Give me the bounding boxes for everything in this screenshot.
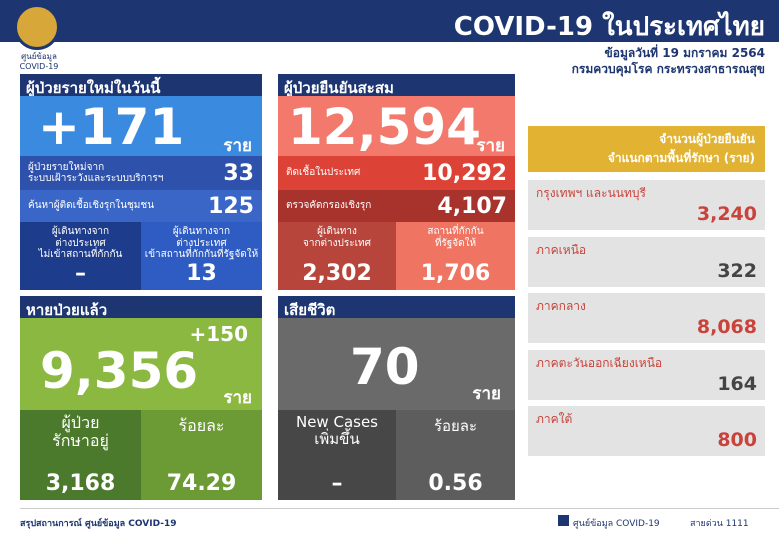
- region-label: ภาคกลาง: [536, 299, 586, 313]
- total-box: +171 ราย: [20, 96, 262, 156]
- value: 33: [223, 160, 254, 186]
- region-value: 800: [717, 429, 757, 451]
- value: –: [331, 471, 343, 496]
- label: New Cases: [295, 413, 378, 431]
- label: เข้าสถานที่กักกันที่รัฐจัดให้: [144, 249, 259, 260]
- label: ผู้เดินทางจาก: [172, 226, 231, 237]
- footer-text: สรุปสถานการณ์ ศูนย์ข้อมูล COVID-19: [20, 519, 177, 529]
- heading-line: จำนวนผู้ป่วยยืนยัน: [659, 132, 755, 146]
- label: เพิ่มขึ้น: [314, 429, 360, 448]
- unit: ราย: [476, 136, 505, 156]
- value: 4,107: [437, 193, 507, 219]
- cell: ผู้เดินทางจาก ต่างประเทศ ไม่เข้าสถานที่กัก…: [20, 222, 141, 290]
- total: 12,594: [288, 98, 481, 156]
- unit: ราย: [223, 136, 252, 156]
- region: ภาคตะวันออกเฉียงเหนือ 164: [528, 349, 765, 400]
- cell: ผู้เดินทางจาก ต่างประเทศ เข้าสถานที่กักกัน…: [141, 222, 262, 290]
- region-label: ภาคตะวันออกเฉียงเหนือ: [536, 355, 663, 370]
- label: ไม่เข้าสถานที่กักกัน: [38, 249, 123, 260]
- value: 2,302: [302, 261, 372, 286]
- value: –: [75, 261, 86, 286]
- logo-text: ศูนย์ข้อมูล COVID-19: [8, 52, 70, 71]
- row: ติดเชื้อในประเทศ 10,292: [278, 156, 515, 190]
- label: ผู้เดินทางจาก: [51, 226, 110, 237]
- label: ผู้เดินทาง: [317, 226, 357, 237]
- logo: [14, 4, 60, 50]
- value: 10,292: [422, 160, 507, 186]
- total: +171: [38, 98, 185, 156]
- heading-line: จำแนกตามพื้นที่รักษา (ราย): [607, 151, 755, 165]
- value: 13: [186, 261, 217, 286]
- label: ตรวจคัดกรองเชิงรุก: [286, 200, 372, 212]
- row: ผู้ป่วยรายใหม่จาก ระบบเฝ้าระวังและระบบบริ…: [20, 156, 262, 190]
- source: กรมควบคุมโรค กระทรวงสาธารณสุข: [571, 62, 765, 76]
- logo-line: COVID-19: [19, 61, 59, 71]
- label: ที่รัฐจัดให้: [434, 237, 477, 249]
- region: ภาคกลาง 8,068: [528, 293, 765, 343]
- label: ติดเชื้อในประเทศ: [286, 167, 361, 179]
- divider: [20, 508, 779, 509]
- hotline: สายด่วน 1111: [690, 519, 749, 529]
- label: จากต่างประเทศ: [303, 237, 371, 249]
- row: ตรวจคัดกรองเชิงรุก 4,107: [278, 190, 515, 222]
- value: 3,168: [45, 471, 116, 496]
- region: ภาคเหนือ 322: [528, 236, 765, 287]
- region-value: 8,068: [696, 316, 757, 338]
- row: ค้นหาผู้ติดเชื้อเชิงรุกในชุมชน 125: [20, 190, 262, 222]
- value: 74.29: [166, 471, 237, 496]
- label: ร้อยละ: [433, 417, 478, 435]
- header-band: [0, 0, 779, 42]
- total-box: 70 ราย: [278, 318, 515, 410]
- cell: New Cases เพิ่มขึ้น –: [278, 410, 396, 500]
- unit: ราย: [472, 384, 501, 404]
- value: 125: [208, 193, 254, 219]
- label: รักษาอยู่: [52, 430, 109, 450]
- total: 70: [350, 338, 420, 396]
- cell: ร้อยละ 0.56: [396, 410, 515, 500]
- label: ผู้ป่วย: [61, 413, 100, 432]
- value: 0.56: [428, 471, 483, 496]
- cell: ผู้ป่วย รักษาอยู่ 3,168: [20, 410, 141, 500]
- facebook-text: ศูนย์ข้อมูล COVID-19: [573, 519, 660, 529]
- total: 9,356: [40, 342, 199, 400]
- region-value: 322: [717, 259, 757, 282]
- facebook-icon: [558, 515, 569, 526]
- label: ร้อยละ: [178, 416, 225, 435]
- region: กรุงเทพฯ และนนทบุรี 3,240: [528, 180, 765, 230]
- regions-heading: จำนวนผู้ป่วยยืนยันจำแนกตามพื้นที่รักษา (…: [528, 126, 765, 172]
- label: ต่างประเทศ: [55, 237, 106, 249]
- title: COVID-19 ในประเทศไทย: [453, 12, 765, 42]
- cell: สถานที่กักกัน ที่รัฐจัดให้ 1,706: [396, 222, 515, 290]
- label: สถานที่กักกัน: [427, 226, 484, 237]
- region: ภาคใต้ 800: [528, 406, 765, 456]
- label: ต่างประเทศ: [176, 237, 227, 249]
- total-box: +150 9,356 ราย: [20, 318, 262, 410]
- region-label: กรุงเทพฯ และนนทบุรี: [536, 186, 646, 200]
- region-value: 164: [717, 372, 757, 395]
- cell: ผู้เดินทาง จากต่างประเทศ 2,302: [278, 222, 396, 290]
- label: ระบบเฝ้าระวังและระบบบริการฯ: [28, 173, 164, 184]
- region-value: 3,240: [696, 203, 757, 225]
- region-label: ภาคเหนือ: [536, 242, 587, 257]
- unit: ราย: [223, 388, 252, 408]
- date: ข้อมูลวันที่ 19 มกราคม 2564: [604, 46, 765, 60]
- value: 1,706: [420, 261, 491, 286]
- region-label: ภาคใต้: [536, 412, 573, 426]
- change: +150: [189, 322, 248, 346]
- label: ค้นหาผู้ติดเชื้อเชิงรุกในชุมชน: [28, 200, 155, 212]
- logo-line: ศูนย์ข้อมูล: [21, 52, 57, 61]
- total-box: 12,594 ราย: [278, 96, 515, 156]
- label: ผู้ป่วยรายใหม่จาก: [28, 161, 105, 173]
- cell: ร้อยละ 74.29: [141, 410, 262, 500]
